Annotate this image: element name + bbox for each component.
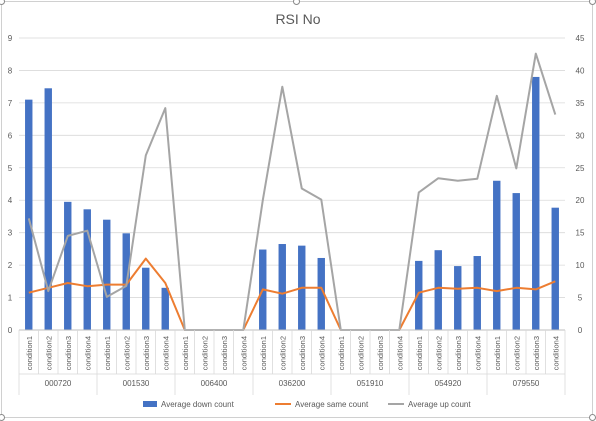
x-category-label: condition2 [434,336,443,370]
y-left-tick-label: 9 [8,34,13,43]
y-left-tick-label: 6 [8,131,13,140]
bar [532,76,540,330]
bar [83,209,91,330]
legend-label: Average same count [295,400,369,409]
x-group-label: 079550 [513,379,540,388]
x-category-label: condition4 [317,336,326,370]
x-category-label: condition1 [493,336,502,370]
x-category-label: condition4 [83,336,92,370]
y-left-tick-label: 4 [8,196,13,205]
legend: Average down count Average same count Aver… [143,400,471,409]
gridlines [19,37,565,298]
x-category-label: condition3 [64,336,73,370]
bar [44,88,52,331]
y-left-tick-label: 3 [8,229,13,238]
y-right-tick-label: 35 [576,99,585,108]
y-right-tick-label: 0 [578,326,583,335]
resize-handle-top-middle[interactable] [293,0,300,5]
x-category-label: condition3 [454,336,463,370]
bar [415,260,423,330]
y-right-tick-label: 45 [576,34,585,43]
bar [317,257,325,330]
y-right-tick-label: 15 [576,229,585,238]
bar [434,250,442,330]
x-group-label: 036200 [279,379,306,388]
line-series [27,52,557,331]
bar [278,244,286,330]
y-right-tick-label: 10 [576,261,585,270]
x-category-label: condition2 [356,336,365,370]
x-category-label: condition3 [376,336,385,370]
y-right-tick-label: 5 [578,294,583,303]
bar [473,256,481,330]
x-group-label: 006400 [201,379,228,388]
x-category-label: condition1 [259,336,268,370]
x-category-label: condition3 [142,336,151,370]
x-category-label: condition2 [122,336,131,370]
y-left-tick-label: 8 [8,66,13,75]
y-right-tick-label: 20 [576,196,585,205]
x-group-label: 000720 [45,379,72,388]
legend-label: Average up count [408,400,471,409]
x-category-label: condition1 [103,336,112,370]
series-line [27,52,557,331]
x-category-label: condition2 [44,336,53,370]
x-category-label: condition4 [239,336,248,370]
x-category-label: condition1 [415,336,424,370]
bar [512,193,520,330]
y-left-tick-label: 2 [8,261,13,270]
x-category-label: condition4 [551,336,560,370]
x-category-label: condition2 [278,336,287,370]
x-category-label: condition2 [200,336,209,370]
x-category-label: condition3 [532,336,541,370]
bar [161,287,169,330]
bar [103,219,111,330]
y-left-tick-label: 7 [8,99,13,108]
bar [493,180,501,330]
x-group-label: 051910 [357,379,384,388]
x-group-label: 001530 [123,379,150,388]
x-category-label: condition1 [181,336,190,370]
y-left-tick-label: 1 [8,294,13,303]
legend-swatch [143,401,157,407]
bar [64,201,72,330]
y-right-tick-label: 40 [576,66,585,75]
y-right-tick-label: 30 [576,131,585,140]
x-category-label: condition3 [220,336,229,370]
bar [454,266,462,330]
y-left-tick-label: 0 [8,326,13,335]
x-category-label: condition1 [25,336,34,370]
bar [25,99,33,331]
legend-label: Average down count [161,400,235,409]
y-right-tick-label: 25 [576,164,585,173]
x-category-label: condition4 [161,336,170,370]
x-group-label: 054920 [435,379,462,388]
y-left-tick-label: 5 [8,164,13,173]
series-line [28,257,556,331]
x-category-label: condition4 [473,336,482,370]
resize-handle-top-left[interactable] [0,0,5,5]
x-category-label: condition1 [337,336,346,370]
chart-title: RSI No [275,11,320,27]
x-category-label: condition3 [298,336,307,370]
bar [142,267,150,330]
bar [551,207,559,330]
x-category-label: condition2 [512,336,521,370]
x-category-label: condition4 [395,336,404,370]
